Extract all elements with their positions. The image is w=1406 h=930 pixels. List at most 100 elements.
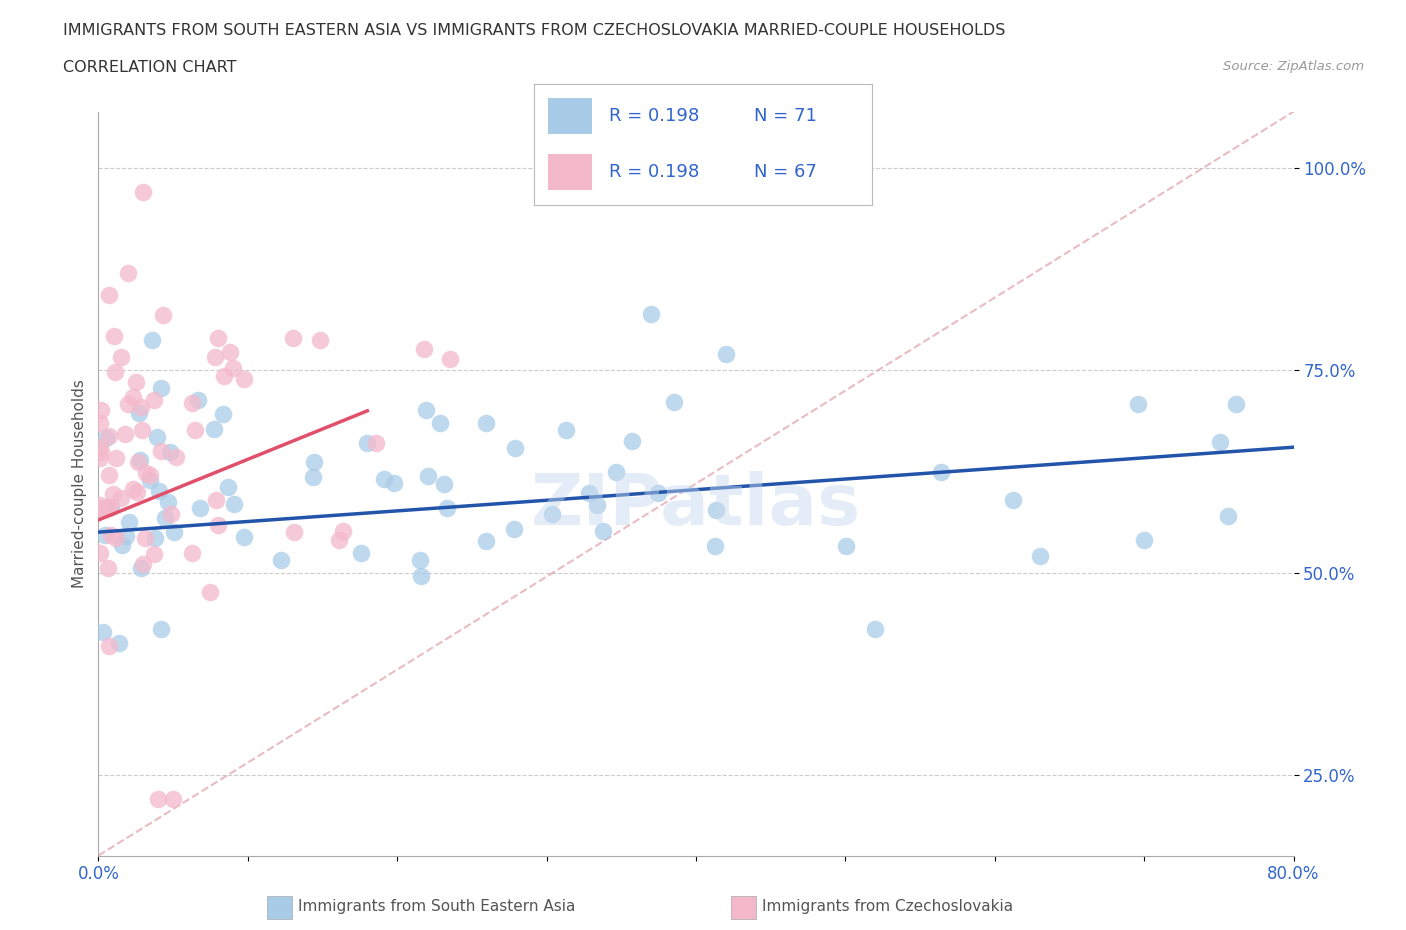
Point xyxy=(89,451,111,466)
Point xyxy=(350,546,373,561)
Point xyxy=(111,538,134,552)
Point xyxy=(134,531,156,546)
Point xyxy=(89,439,111,454)
Point xyxy=(929,465,952,480)
Point xyxy=(132,557,155,572)
Text: ZIPatlas: ZIPatlas xyxy=(531,472,860,540)
Point xyxy=(214,368,236,383)
Point xyxy=(328,533,350,548)
Point xyxy=(97,639,120,654)
Point xyxy=(148,484,170,498)
Point xyxy=(205,493,228,508)
Point xyxy=(302,455,325,470)
Point xyxy=(332,524,354,538)
Point xyxy=(127,455,149,470)
Point xyxy=(865,622,887,637)
Point xyxy=(97,500,120,515)
Point xyxy=(135,466,157,481)
Point xyxy=(159,445,181,460)
Point xyxy=(108,636,131,651)
Point xyxy=(163,525,186,539)
Point xyxy=(222,361,245,376)
Point xyxy=(145,430,167,445)
Point xyxy=(224,497,246,512)
Point xyxy=(233,372,256,387)
Point xyxy=(100,527,122,542)
Point xyxy=(97,500,120,515)
Point xyxy=(413,341,436,356)
Point xyxy=(101,486,124,501)
Point xyxy=(93,501,115,516)
Point xyxy=(433,476,456,491)
Point xyxy=(835,538,858,553)
Point xyxy=(131,423,153,438)
Point xyxy=(156,495,179,510)
Point xyxy=(97,560,120,575)
Text: N = 71: N = 71 xyxy=(754,107,817,126)
FancyBboxPatch shape xyxy=(548,153,592,190)
Point xyxy=(186,392,208,407)
Point xyxy=(115,528,138,543)
Point xyxy=(98,287,121,302)
Point xyxy=(89,545,111,560)
Point xyxy=(474,534,496,549)
Point xyxy=(475,416,498,431)
Point xyxy=(124,375,146,390)
Point xyxy=(162,791,184,806)
Point xyxy=(415,403,437,418)
Point xyxy=(202,421,225,436)
Point xyxy=(356,436,378,451)
Text: R = 0.198: R = 0.198 xyxy=(609,163,699,181)
Point xyxy=(283,525,305,539)
Point xyxy=(217,480,239,495)
Text: CORRELATION CHART: CORRELATION CHART xyxy=(63,60,236,75)
Point xyxy=(578,485,600,500)
Point xyxy=(89,498,111,512)
FancyBboxPatch shape xyxy=(548,99,592,135)
Point xyxy=(149,380,172,395)
Point xyxy=(219,344,242,359)
Point xyxy=(94,527,117,542)
Point xyxy=(366,436,388,451)
Point xyxy=(90,445,112,459)
Point xyxy=(302,470,325,485)
Point xyxy=(141,333,163,348)
Point xyxy=(90,503,112,518)
Point xyxy=(114,426,136,441)
Point xyxy=(621,434,644,449)
Text: IMMIGRANTS FROM SOUTH EASTERN ASIA VS IMMIGRANTS FROM CZECHOSLOVAKIA MARRIED-COU: IMMIGRANTS FROM SOUTH EASTERN ASIA VS IM… xyxy=(63,23,1005,38)
Point xyxy=(152,308,174,323)
Text: R = 0.198: R = 0.198 xyxy=(609,107,699,126)
Point xyxy=(103,328,125,343)
Point xyxy=(586,498,609,512)
Point xyxy=(117,266,139,281)
Point xyxy=(1132,533,1154,548)
Point xyxy=(160,506,183,521)
Point xyxy=(89,416,111,431)
Point xyxy=(110,350,132,365)
Point xyxy=(98,468,121,483)
Point xyxy=(662,395,685,410)
Point xyxy=(1001,493,1024,508)
Point xyxy=(122,390,145,405)
Point xyxy=(117,397,139,412)
Point xyxy=(122,482,145,497)
Point xyxy=(105,531,128,546)
Point xyxy=(148,791,170,806)
Point xyxy=(198,584,221,599)
Point xyxy=(207,518,229,533)
Point xyxy=(98,429,121,444)
Point xyxy=(149,621,172,636)
Point xyxy=(503,522,526,537)
Point xyxy=(1126,396,1149,411)
Point xyxy=(143,392,166,407)
Point xyxy=(541,506,564,521)
Point xyxy=(1209,434,1232,449)
Point xyxy=(181,545,204,560)
Point xyxy=(281,330,304,345)
Point xyxy=(605,465,627,480)
Point xyxy=(150,444,173,458)
Text: Immigrants from South Eastern Asia: Immigrants from South Eastern Asia xyxy=(298,899,575,914)
Point xyxy=(436,500,458,515)
Point xyxy=(592,524,614,538)
